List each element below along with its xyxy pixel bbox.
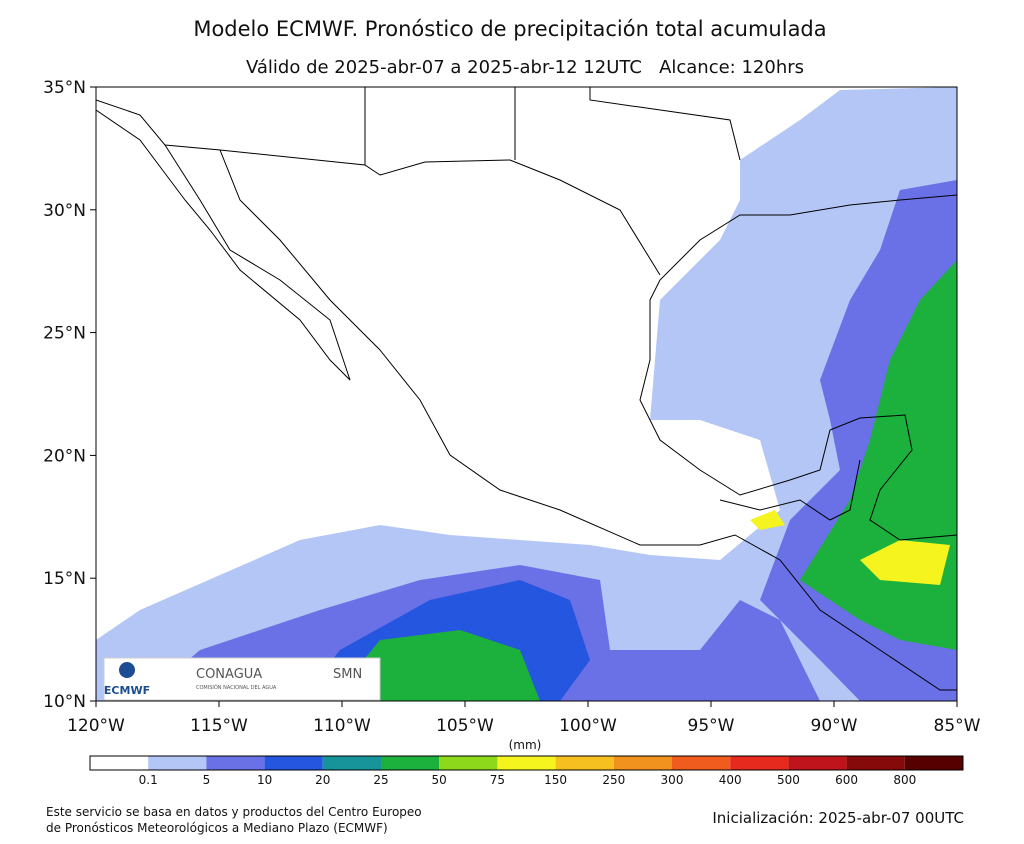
- colorbar-label: 150: [544, 773, 567, 787]
- map-frame: [95, 86, 958, 702]
- x-tick-label: 120°W: [67, 716, 125, 736]
- colorbar-segment: [555, 756, 614, 770]
- colorbar-segment: [206, 756, 265, 770]
- state-lines: [364, 87, 741, 165]
- precip-yellow-2: [750, 510, 785, 530]
- logo-box: [103, 657, 381, 701]
- title: Modelo ECMWF. Pronóstico de precipitació…: [193, 17, 826, 41]
- colorbar-segment: [322, 756, 381, 770]
- y-tick-label: 15°N: [43, 569, 86, 589]
- y-tick-label: 35°N: [43, 78, 86, 98]
- x-tick-label: 85°W: [934, 716, 981, 736]
- precip-light: [96, 87, 957, 701]
- colorbar-segment: [264, 756, 323, 770]
- x-tick-label: 95°W: [688, 716, 735, 736]
- baja-california: [96, 99, 351, 381]
- y-tick-label: 30°N: [43, 201, 86, 221]
- colorbar-segment: [381, 756, 440, 770]
- footer-init: Inicialización: 2025-abr-07 00UTC: [712, 809, 964, 827]
- coastlines: [96, 87, 957, 691]
- map-area: ECMWF CONAGUA COMISIÓN NACIONAL DEL AGUA…: [95, 86, 958, 702]
- x-tick-label: 105°W: [436, 716, 494, 736]
- guatemala-border: [719, 459, 861, 521]
- us-border: [219, 149, 661, 276]
- colorbar-segment: [497, 756, 556, 770]
- colorbar-segment: [788, 756, 847, 770]
- colorbar-label: 25: [373, 773, 388, 787]
- conagua-logo: CONAGUA: [196, 667, 262, 682]
- colorbar-segment: [730, 756, 789, 770]
- conagua-subtitle: COMISIÓN NACIONAL DEL AGUA: [196, 684, 277, 691]
- x-tick-label: 90°W: [811, 716, 858, 736]
- y-tick-label: 10°N: [43, 692, 86, 712]
- colorbar-unit: (mm): [509, 738, 542, 752]
- colorbar-label: 20: [315, 773, 330, 787]
- colorbar-segment: [90, 756, 149, 770]
- footer-line1: Este servicio se basa en datos y product…: [46, 805, 422, 819]
- ecmwf-icon: [119, 662, 135, 678]
- precip-green: [330, 630, 540, 701]
- colorbar-segment: [613, 756, 672, 770]
- colorbar-label: 10: [257, 773, 272, 787]
- subtitle: Válido de 2025-abr-07 a 2025-abr-12 12UT…: [246, 57, 804, 78]
- logos: ECMWF CONAGUA COMISIÓN NACIONAL DEL AGUA…: [103, 657, 381, 701]
- smn-logo: SMN: [333, 667, 362, 682]
- colorbar-segment: [439, 756, 498, 770]
- colorbar-label: 0.1: [139, 773, 158, 787]
- colorbar-segment: [148, 756, 207, 770]
- colorbar-label: 75: [490, 773, 505, 787]
- gulf-coast: [639, 194, 957, 541]
- y-tick-label: 25°N: [43, 324, 86, 344]
- footer-line2: de Pronósticos Meteorológicos a Mediano …: [46, 821, 388, 835]
- colorbar-label: 250: [602, 773, 625, 787]
- colorbar-label: 50: [432, 773, 447, 787]
- precip-yellow: [860, 540, 950, 585]
- colorbar-label: 5: [203, 773, 211, 787]
- colorbar-label: 800: [893, 773, 916, 787]
- y-tick-label: 20°N: [43, 446, 86, 466]
- x-tick-label: 110°W: [313, 716, 371, 736]
- colorbar-frame: [89, 755, 964, 771]
- x-tick-label: 115°W: [190, 716, 248, 736]
- colorbar-segment: [846, 756, 905, 770]
- x-tick-label: 100°W: [559, 716, 617, 736]
- colorbar-label: 400: [719, 773, 742, 787]
- colorbar-label: 500: [777, 773, 800, 787]
- pacific-coast: [164, 144, 957, 691]
- ecmwf-logo: ECMWF: [104, 684, 150, 697]
- colorbar-label: 600: [835, 773, 858, 787]
- colorbar-label: 300: [661, 773, 684, 787]
- colorbar-segment: [672, 756, 731, 770]
- colorbar-segment: [904, 756, 963, 770]
